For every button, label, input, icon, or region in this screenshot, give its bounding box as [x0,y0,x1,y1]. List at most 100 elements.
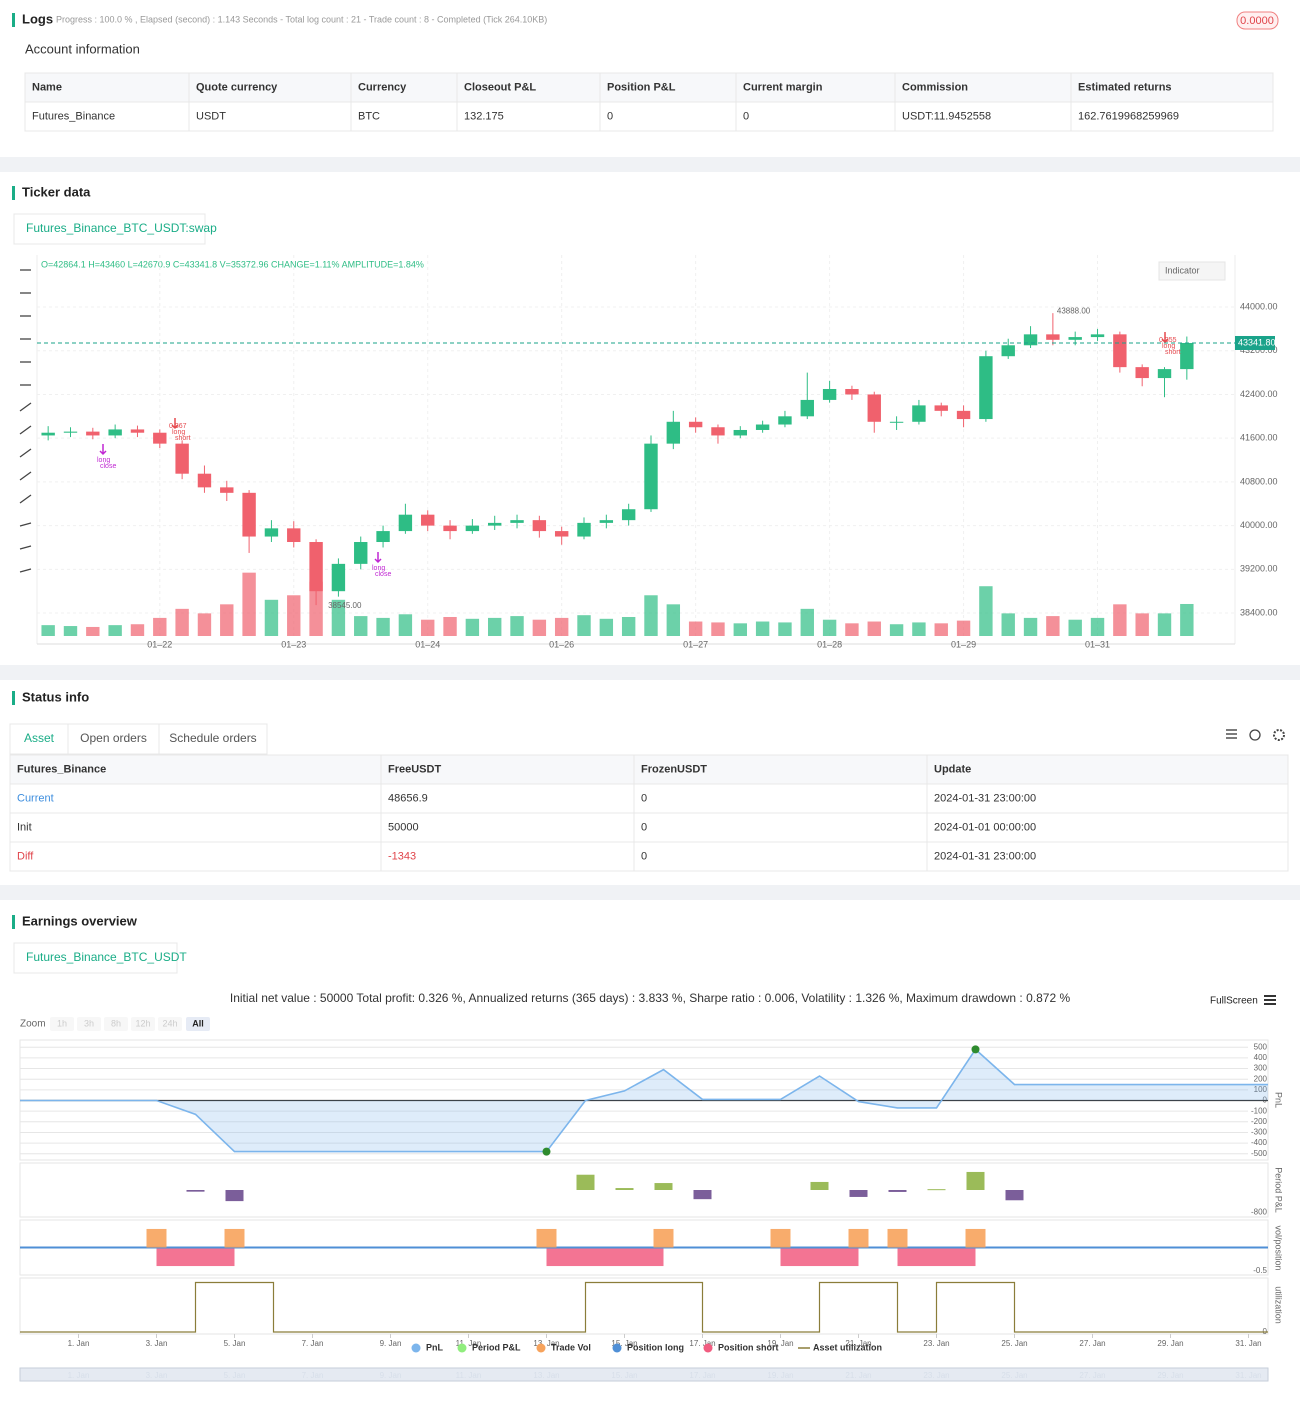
volume-bar [63,626,78,636]
position-short [546,1247,664,1267]
table-cell: BTC [358,110,380,122]
table-cell: USDT [196,110,226,122]
table-cell: Futures_Binance [32,110,115,122]
legend-label[interactable]: Asset utilization [813,1342,882,1352]
table-header: Futures_Binance [17,763,106,775]
tool-icon[interactable] [19,568,32,573]
volume-bar [800,608,814,636]
candle-body [867,394,881,422]
y-tick-label: 44000.00 [1240,301,1278,311]
x-tick-label: 27. Jan [1079,1339,1105,1348]
pnl-line [20,1048,1268,1153]
zoom-button[interactable] [186,1017,210,1031]
legend-label[interactable]: PnL [426,1342,444,1352]
cloud-icon[interactable] [1249,729,1261,741]
x-tick-label: 29. Jan [1157,1339,1183,1348]
zoom-button-label[interactable]: 24h [162,1018,177,1028]
volume-bar [599,618,614,636]
position-short [780,1247,859,1267]
legend-label[interactable]: Position short [718,1342,779,1352]
volume-bar [1180,603,1194,636]
x-tick-label: 15. Jan [611,1339,637,1348]
zoom-button[interactable] [104,1017,128,1031]
tool-icon[interactable] [19,425,32,435]
zoom-button-label[interactable]: 8h [111,1018,121,1028]
trade-vol [653,1228,674,1248]
zoom-button-label[interactable]: 12h [135,1018,150,1028]
volume-bar [443,616,457,636]
period-bar [225,1190,244,1202]
zoom-button[interactable] [158,1017,182,1031]
candle-body [130,429,145,433]
zoom-button-label[interactable]: 3h [84,1018,94,1028]
tool-icon[interactable] [19,522,32,527]
volume-bar [130,624,145,636]
y-tick-label: -500 [1251,1149,1268,1158]
candle-body [376,531,390,543]
zoom-button[interactable] [77,1017,101,1031]
table-header: Estimated returns [1078,81,1172,93]
y-tick-label: -100 [1251,1106,1268,1115]
period-bar [888,1190,907,1192]
candle-body [1180,342,1194,370]
table-row [9,812,1289,843]
candle-body [421,514,435,526]
zoom-button-label[interactable]: All [192,1018,204,1028]
y-tick-label: 42400.00 [1240,389,1278,399]
legend-label[interactable]: Position long [627,1342,684,1352]
accent [12,915,15,929]
volume-bar [554,617,569,636]
settings-icon[interactable] [1273,729,1285,741]
legend-label[interactable]: Trade Vol [551,1342,591,1352]
tab[interactable] [13,942,178,974]
navigator[interactable] [19,1367,1269,1382]
tool-icon[interactable] [19,402,32,412]
y-tick-label: 40000.00 [1240,520,1278,530]
x-tick-label: 01–28 [817,639,842,649]
zoom-button[interactable] [131,1017,155,1031]
tool-icon[interactable] [19,471,32,481]
x-tick-label: 25. Jan [1001,1339,1027,1348]
separator [0,665,1300,680]
volume-bar [1023,617,1038,636]
volume-bar [755,621,770,636]
trade-arrow [1161,332,1169,344]
tab[interactable] [67,723,160,755]
y-tick-label: -300 [1251,1128,1268,1137]
tab[interactable] [13,213,206,245]
candle-body [443,525,457,532]
table-header: Commission [902,81,968,93]
menu-icon[interactable] [1264,995,1276,1005]
candle-body [912,405,926,422]
legend-label[interactable]: Period P&L [472,1342,521,1352]
candle-body [1068,337,1082,340]
candle-body [287,528,301,543]
candle-body [153,432,167,444]
utilization-line [20,1281,1268,1333]
tab-label[interactable]: Futures_Binance_BTC_USDT [26,950,187,964]
candle-body [1157,369,1172,379]
zoom-button-label[interactable]: 1h [57,1018,67,1028]
indicator-label[interactable]: Indicator [1165,265,1200,275]
candle-body [86,431,100,436]
tool-icon[interactable] [19,545,32,550]
tab-label[interactable]: Futures_Binance_BTC_USDT:swap [26,221,217,235]
tab[interactable] [9,723,69,755]
tab-label[interactable]: Schedule orders [169,731,256,745]
fullscreen[interactable]: FullScreen [1210,996,1258,1007]
tab-label[interactable]: Asset [24,731,55,745]
tab[interactable] [158,723,268,755]
period-bar [849,1190,868,1197]
tool-icon[interactable] [19,494,32,504]
tool-icon[interactable] [19,448,32,458]
zoom-button[interactable] [50,1017,74,1031]
indicator-button[interactable] [1158,261,1226,281]
table-cell: 0 [641,850,647,862]
extreme-marker [542,1147,551,1156]
legend-symbol [536,1343,546,1353]
table-cell: 0 [641,792,647,804]
tab-label[interactable]: Open orders [80,731,147,745]
period-bar [186,1190,205,1192]
period-bar [1005,1190,1024,1201]
volume-bar [153,617,167,636]
